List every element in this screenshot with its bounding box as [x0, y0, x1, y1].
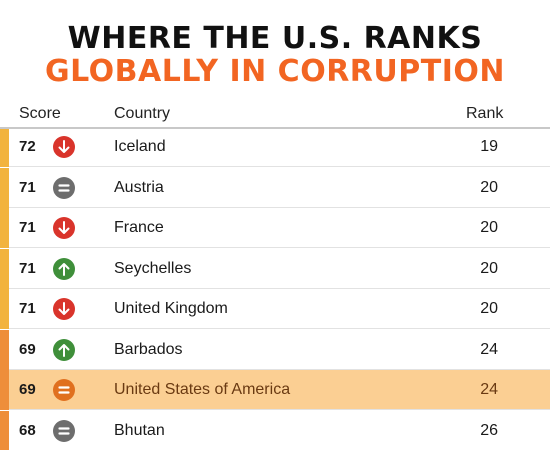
rank-cell: 26 — [480, 421, 498, 439]
row-accent-bar — [0, 208, 9, 248]
score-cell: 68 — [19, 421, 36, 439]
score-cell: 69 — [19, 340, 36, 358]
country-cell: France — [114, 219, 164, 236]
rank-cell: 24 — [480, 340, 498, 358]
country-cell: Seychelles — [114, 259, 192, 277]
arrow-down-icon — [53, 217, 75, 239]
score-cell: 71 — [19, 178, 36, 196]
country-cell: Barbados — [114, 340, 183, 358]
row-accent-bar — [0, 370, 9, 410]
page-title: WHERE THE U.S. RANKS GLOBALLY IN CORRUPT… — [0, 22, 550, 88]
column-header-country[interactable]: Country — [114, 105, 171, 122]
table-row[interactable]: 71 France 20 — [0, 208, 550, 248]
column-header-rank[interactable]: Rank — [466, 105, 504, 122]
score-cell: 71 — [19, 219, 36, 236]
table-row[interactable]: 68 Bhutan 26 — [0, 410, 550, 450]
score-cell: 71 — [19, 300, 36, 317]
title-line-1: WHERE THE U.S. RANKS — [67, 21, 483, 56]
table-header: Score Country Rank — [0, 100, 550, 128]
table-row[interactable]: 71 Seychelles 20 — [0, 248, 550, 289]
equals-icon — [53, 176, 75, 199]
row-accent-bar — [0, 329, 9, 370]
country-cell: United Kingdom — [114, 300, 228, 317]
rank-cell: 20 — [480, 259, 498, 277]
rank-cell: 20 — [480, 219, 498, 236]
equals-icon — [53, 419, 75, 442]
score-cell: 71 — [19, 259, 36, 277]
arrow-up-icon — [53, 257, 75, 280]
country-cell: Iceland — [114, 138, 166, 155]
title-line-2: GLOBALLY IN CORRUPTION — [44, 54, 505, 89]
rank-cell: 20 — [480, 178, 498, 196]
country-cell: Austria — [114, 178, 164, 196]
score-cell: 72 — [19, 138, 36, 155]
country-cell: Bhutan — [114, 421, 165, 439]
arrow-down-icon — [53, 298, 75, 320]
rank-cell: 20 — [480, 300, 498, 317]
table-row[interactable]: 69 United States of America 24 — [0, 370, 550, 410]
row-accent-bar — [0, 410, 9, 450]
arrow-down-icon — [53, 136, 75, 158]
rank-cell: 19 — [480, 138, 498, 155]
table-row[interactable]: 71 United Kingdom 20 — [0, 289, 550, 329]
equals-icon — [53, 379, 75, 401]
table-row[interactable]: 71 Austria 20 — [0, 167, 550, 208]
table-row[interactable]: 72 Iceland 19 — [0, 127, 550, 167]
row-accent-bar — [0, 289, 9, 329]
rank-cell: 24 — [480, 381, 498, 398]
table-row[interactable]: 69 Barbados 24 — [0, 329, 550, 370]
row-accent-bar — [0, 248, 9, 289]
ranking-table: 72 Iceland 19 71 Austria 20 71 France 20 71 Seyche… — [0, 127, 550, 450]
column-header-score[interactable]: Score — [19, 105, 61, 122]
row-accent-bar — [0, 127, 9, 167]
score-cell: 69 — [19, 381, 36, 398]
arrow-up-icon — [53, 338, 75, 361]
row-accent-bar — [0, 167, 9, 208]
country-cell: United States of America — [114, 381, 291, 398]
